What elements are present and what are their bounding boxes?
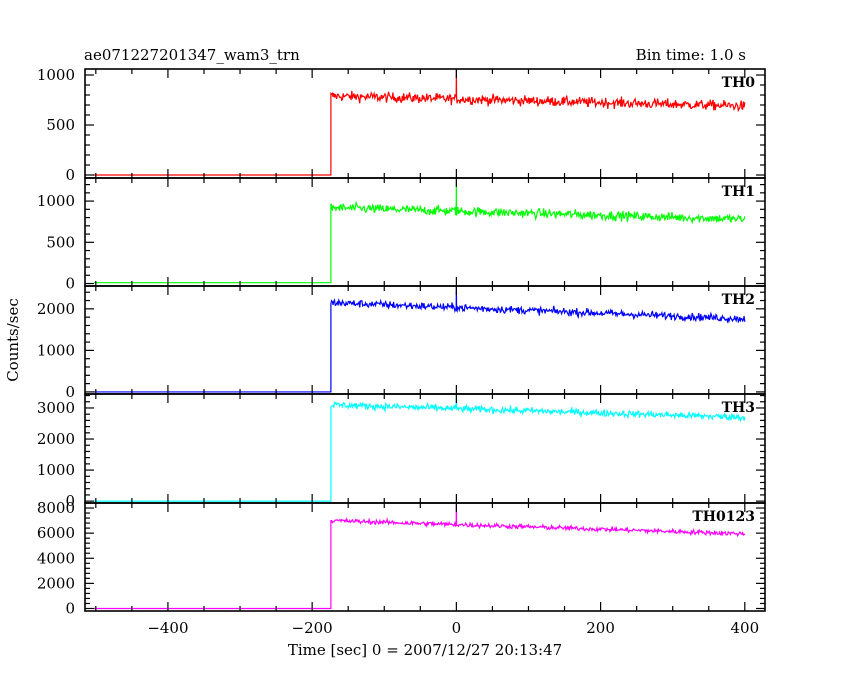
y-tick-label: 0 (65, 166, 75, 184)
y-axis-label: Counts/sec (4, 298, 22, 382)
panel-frame (84, 393, 766, 504)
x-tick-label: 400 (730, 619, 759, 637)
x-tick-label: 200 (586, 619, 615, 637)
panel-label-th3: TH3 (722, 400, 755, 416)
y-tick-label: 500 (46, 116, 75, 134)
y-tick-label: 0 (65, 599, 75, 617)
panel-th2: 0 1000 2000 TH2 (37, 285, 766, 401)
y-tick-label: 1000 (37, 461, 75, 479)
x-tick-label: −400 (147, 619, 188, 637)
series-line-th0 (93, 69, 746, 176)
panel-th0: 0 500 1000 TH0 (37, 66, 766, 184)
panel-frame (84, 68, 766, 179)
panel-frame (84, 502, 766, 612)
panel-label-th1: TH1 (722, 184, 755, 200)
bin-time-label: Bin time: 1.0 s (636, 46, 746, 64)
panel-th1: 0 500 1000 TH1 (37, 177, 766, 293)
y-tick-label: 1000 (37, 341, 75, 359)
panel-label-th0: TH0 (722, 75, 756, 91)
y-tick-label: 2000 (37, 574, 75, 592)
series-line-th0123 (93, 504, 746, 610)
panel-label-th0123: TH0123 (692, 509, 755, 525)
series-line-th1 (93, 178, 746, 284)
y-tick-label: 500 (46, 233, 75, 251)
y-tick-label: 1000 (37, 66, 75, 84)
y-tick-label: 2000 (37, 300, 75, 318)
series-line-th3 (93, 393, 746, 502)
x-tick-label: −200 (292, 619, 333, 637)
y-tick-label: 1000 (37, 192, 75, 210)
x-axis-label: Time [sec] 0 = 2007/12/27 20:13:47 (288, 641, 562, 659)
chart-title: ae071227201347_wam3_trn (84, 46, 300, 64)
y-tick-label: 3000 (37, 399, 75, 417)
x-tick-label: 0 (452, 619, 462, 637)
y-tick-label: 8000 (37, 499, 75, 517)
series-line-th2 (93, 285, 746, 393)
panel-th0123: 0 2000 4000 6000 8000 TH0123 (37, 499, 766, 617)
y-tick-label: 0 (65, 492, 75, 510)
panel-th3: 0 1000 2000 3000 TH3 (37, 393, 766, 510)
panel-frame (84, 285, 766, 395)
y-tick-label: 2000 (37, 430, 75, 448)
y-tick-label: 0 (65, 275, 75, 293)
panel-label-th2: TH2 (722, 292, 755, 308)
y-tick-label: 4000 (37, 549, 75, 567)
y-tick-label: 6000 (37, 524, 75, 542)
panel-frame (84, 177, 766, 287)
y-tick-label: 0 (65, 383, 75, 401)
